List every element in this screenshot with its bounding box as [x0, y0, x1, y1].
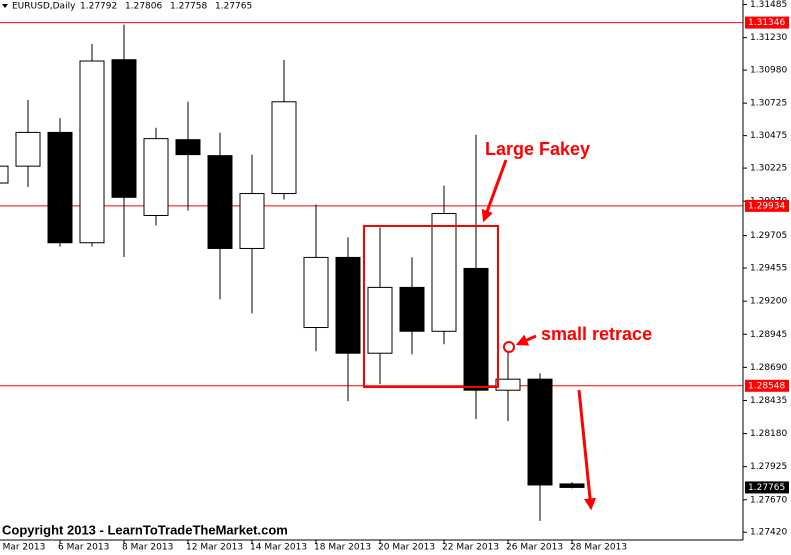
x-tick-label: 18 Mar 2013 [314, 543, 371, 553]
y-tick-label: 1.29200 [750, 297, 787, 307]
candle-body [399, 286, 425, 332]
header-value: 1.27806 [125, 2, 162, 12]
candle-body [0, 165, 9, 184]
y-tick-label: 1.28180 [750, 429, 787, 439]
level-label: 1.29934 [748, 201, 785, 211]
price-label-box [745, 481, 789, 494]
annotation: Large Fakey [485, 139, 590, 159]
y-tick-label: 1.27420 [750, 528, 787, 538]
header-value: 1.27765 [215, 2, 252, 12]
y-tick-label: 1.30225 [750, 164, 787, 174]
arrow [515, 334, 537, 346]
x-tick-label: 14 Mar 2013 [250, 543, 307, 553]
level-label: 1.28548 [748, 381, 785, 391]
level-label-box [745, 199, 789, 212]
header-value: 1.27792 [80, 2, 117, 12]
arrow [577, 389, 596, 511]
candle-body [303, 256, 329, 329]
x-tick-label: 26 Mar 2013 [506, 543, 563, 553]
x-tick-label: 20 Mar 2013 [378, 543, 435, 553]
header-symbol: EURUSD,Daily [12, 2, 76, 12]
candle-body [271, 101, 297, 195]
y-tick-label: 1.28690 [750, 363, 787, 373]
candle-body [79, 60, 105, 244]
y-tick-label: 1.27670 [750, 495, 787, 505]
candle-body [143, 138, 169, 216]
candle-body [111, 59, 137, 198]
header-icon [2, 4, 8, 8]
header: EURUSD,Daily 1.27792 1.27806 1.27758 1.27765 [2, 2, 252, 12]
x-tick-label: 28 Mar 2013 [570, 543, 627, 553]
y-tick-label: 1.30980 [750, 66, 787, 76]
y-tick-label: 1.29705 [750, 231, 787, 241]
x-tick-label: 22 Mar 2013 [442, 543, 499, 553]
level-label: 1.31346 [748, 18, 785, 28]
y-tick-label: 1.30725 [750, 99, 787, 109]
y-tick-label: 1.31230 [750, 33, 787, 43]
x-tick-label: 12 Mar 2013 [186, 543, 243, 553]
candle-body [15, 131, 41, 167]
y-tick-label: 1.31485 [750, 0, 787, 10]
candle-body [207, 155, 233, 249]
candle-body [175, 139, 201, 156]
level-label-box [745, 16, 789, 29]
x-tick-label: 4 Mar 2013 [0, 543, 45, 553]
candle-body [47, 131, 73, 244]
x-tick-label: 6 Mar 2013 [58, 543, 109, 553]
candle-body [239, 193, 265, 249]
y-tick-label: 1.28945 [750, 330, 787, 340]
candle-body [367, 286, 393, 354]
fakey-box [363, 225, 499, 388]
annotation: small retrace [541, 324, 652, 344]
candle-body [495, 378, 521, 391]
candle-body [527, 378, 553, 486]
y-tick-label: 1.30475 [750, 131, 787, 141]
arrow [481, 159, 508, 223]
y-tick-label: 1.27925 [750, 462, 787, 472]
candle-body [463, 267, 489, 391]
plot-area [0, 22, 743, 521]
candle-body [559, 483, 585, 488]
y-tick-label: 1.28435 [750, 396, 787, 406]
header-value: 1.27758 [170, 2, 207, 12]
copyright: Copyright 2013 - LearnToTradeTheMarket.c… [2, 522, 288, 537]
candle-body [335, 256, 361, 354]
level-label-box [745, 379, 789, 392]
candle-body [431, 213, 457, 332]
y-tick-label: 1.29455 [750, 264, 787, 274]
marker-circle [503, 341, 515, 353]
price-label: 1.27765 [748, 483, 785, 493]
x-tick-label: 8 Mar 2013 [122, 543, 173, 553]
